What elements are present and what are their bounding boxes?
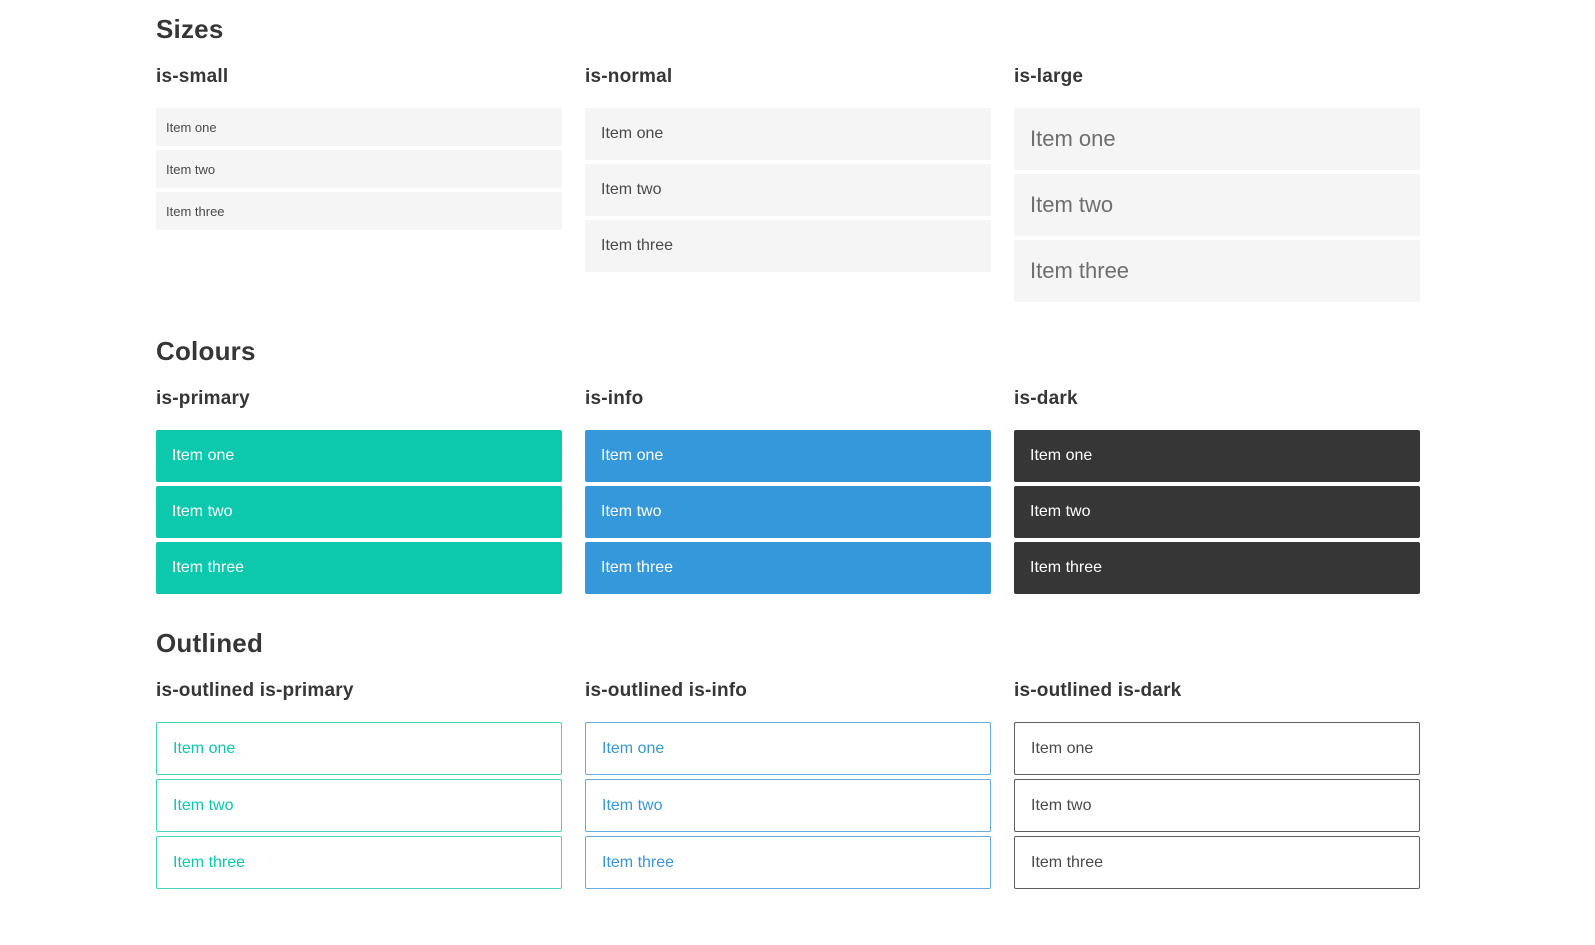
colours-grid: is-primary Item one Item two Item three … bbox=[156, 388, 1420, 598]
group-label-is-primary: is-primary bbox=[156, 388, 250, 409]
sizes-grid: is-small Item one Item two Item three is… bbox=[156, 66, 1420, 306]
item-list-large: Item one Item two Item three bbox=[1014, 108, 1420, 302]
list-item[interactable]: Item three bbox=[156, 192, 562, 230]
group-is-normal: is-normal Item one Item two Item three bbox=[585, 66, 991, 276]
group-is-info: is-info Item one Item two Item three bbox=[585, 388, 991, 598]
list-item[interactable]: Item three bbox=[585, 220, 991, 272]
list-item[interactable]: Item three bbox=[156, 836, 562, 889]
outlined-grid: is-outlined is-primary Item one Item two… bbox=[156, 680, 1420, 893]
list-item[interactable]: Item two bbox=[156, 486, 562, 538]
group-label-is-dark: is-dark bbox=[1014, 388, 1078, 409]
section-sizes: Sizes is-small Item one Item two Item th… bbox=[156, 14, 1420, 306]
group-label-is-small: is-small bbox=[156, 66, 229, 87]
section-title-sizes: Sizes bbox=[156, 14, 224, 44]
group-is-primary: is-primary Item one Item two Item three bbox=[156, 388, 562, 598]
section-title-outlined: Outlined bbox=[156, 628, 264, 658]
list-item[interactable]: Item one bbox=[1014, 722, 1420, 775]
list-item[interactable]: Item one bbox=[585, 430, 991, 482]
list-item[interactable]: Item two bbox=[156, 150, 562, 188]
group-label-is-outlined-is-primary: is-outlined is-primary bbox=[156, 680, 354, 701]
list-item[interactable]: Item one bbox=[1014, 108, 1420, 170]
item-list-info: Item one Item two Item three bbox=[585, 430, 991, 594]
group-is-outlined-is-info: is-outlined is-info Item one Item two It… bbox=[585, 680, 991, 893]
item-list-primary: Item one Item two Item three bbox=[156, 430, 562, 594]
list-item[interactable]: Item two bbox=[585, 164, 991, 216]
group-is-outlined-is-dark: is-outlined is-dark Item one Item two It… bbox=[1014, 680, 1420, 893]
list-item[interactable]: Item two bbox=[585, 486, 991, 538]
list-item[interactable]: Item three bbox=[1014, 240, 1420, 302]
list-item[interactable]: Item two bbox=[1014, 779, 1420, 832]
list-item[interactable]: Item three bbox=[585, 542, 991, 594]
group-label-is-info: is-info bbox=[585, 388, 644, 409]
group-label-is-large: is-large bbox=[1014, 66, 1084, 87]
list-item[interactable]: Item one bbox=[1014, 430, 1420, 482]
group-label-is-outlined-is-dark: is-outlined is-dark bbox=[1014, 680, 1182, 701]
list-item[interactable]: Item three bbox=[1014, 542, 1420, 594]
list-item[interactable]: Item two bbox=[156, 779, 562, 832]
item-list-small: Item one Item two Item three bbox=[156, 108, 562, 230]
item-list-outlined-primary: Item one Item two Item three bbox=[156, 722, 562, 889]
list-item[interactable]: Item three bbox=[156, 542, 562, 594]
section-outlined: Outlined is-outlined is-primary Item one… bbox=[156, 628, 1420, 893]
item-list-outlined-dark: Item one Item two Item three bbox=[1014, 722, 1420, 889]
list-item[interactable]: Item one bbox=[585, 722, 991, 775]
item-list-normal: Item one Item two Item three bbox=[585, 108, 991, 272]
section-title-colours: Colours bbox=[156, 336, 256, 366]
group-is-small: is-small Item one Item two Item three bbox=[156, 66, 562, 234]
group-label-is-normal: is-normal bbox=[585, 66, 673, 87]
group-is-dark: is-dark Item one Item two Item three bbox=[1014, 388, 1420, 598]
list-item[interactable]: Item one bbox=[585, 108, 991, 160]
section-colours: Colours is-primary Item one Item two Ite… bbox=[156, 336, 1420, 598]
list-item[interactable]: Item three bbox=[1014, 836, 1420, 889]
list-item[interactable]: Item two bbox=[585, 779, 991, 832]
item-list-outlined-info: Item one Item two Item three bbox=[585, 722, 991, 889]
group-is-large: is-large Item one Item two Item three bbox=[1014, 66, 1420, 306]
group-is-outlined-is-primary: is-outlined is-primary Item one Item two… bbox=[156, 680, 562, 893]
item-list-dark: Item one Item two Item three bbox=[1014, 430, 1420, 594]
list-item[interactable]: Item two bbox=[1014, 174, 1420, 236]
list-item[interactable]: Item two bbox=[1014, 486, 1420, 538]
list-item[interactable]: Item one bbox=[156, 430, 562, 482]
group-label-is-outlined-is-info: is-outlined is-info bbox=[585, 680, 748, 701]
list-item[interactable]: Item three bbox=[585, 836, 991, 889]
list-item[interactable]: Item one bbox=[156, 108, 562, 146]
list-item[interactable]: Item one bbox=[156, 722, 562, 775]
